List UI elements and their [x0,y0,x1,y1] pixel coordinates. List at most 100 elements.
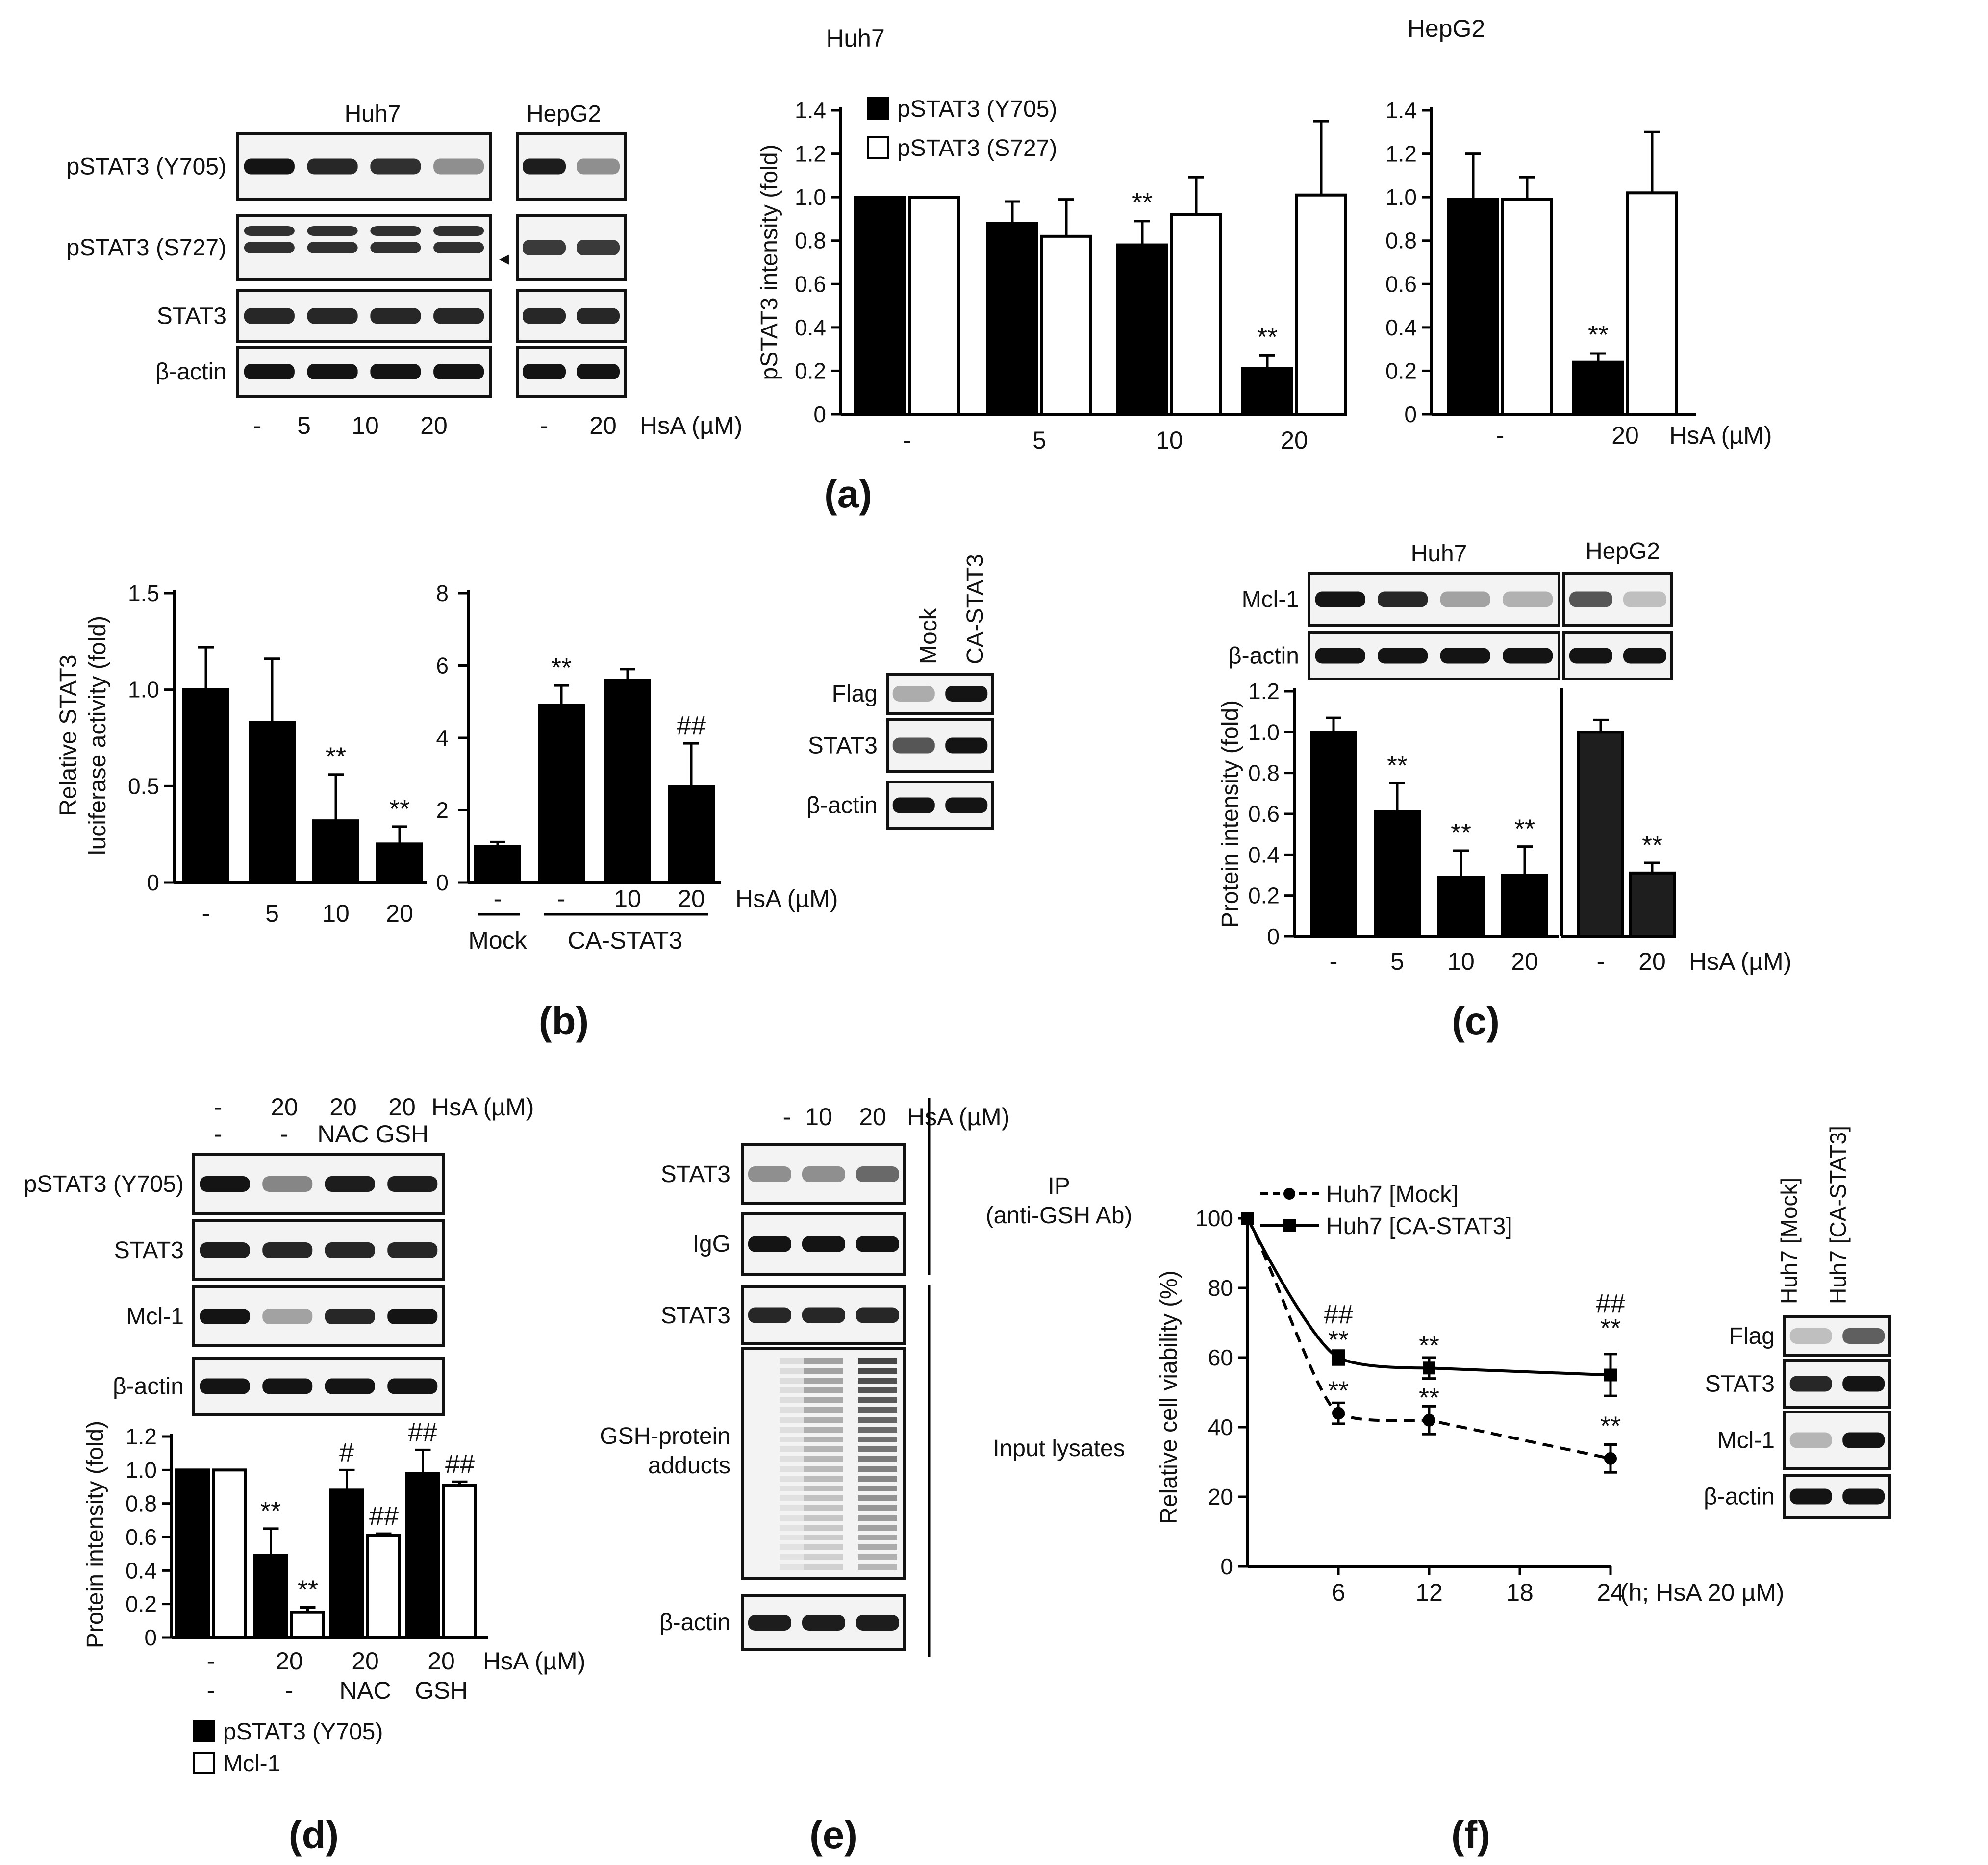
0-y-tick-label: 0.2 [795,358,826,383]
chart-d-x-tick-label: 20 [428,1647,455,1675]
1-y-tick-label: 0.8 [1385,228,1417,253]
bar-mcl1-hepg2 [1629,871,1676,938]
blot-e-adduct-smear [858,1544,897,1550]
blot-b-band [892,737,935,754]
blot-d-band [262,1378,313,1394]
blot-d-band [387,1378,438,1394]
bar-luciferase [182,688,229,884]
chart-f-x-tick-label: 6 [1332,1579,1345,1606]
blot-e-adduct-smear [804,1486,843,1491]
blot-a-band [577,158,620,175]
blot-e-adduct-smear [858,1446,897,1452]
blot-d-lane-label-2: - [214,1120,223,1148]
panel-letter-d: (d) [289,1813,339,1857]
blot-d-band [387,1176,438,1192]
legend-label-mock: Huh7 [Mock] [1326,1182,1458,1208]
chart-d-x-tick-label-2: - [285,1677,294,1704]
blot-a-hepg2-title: HepG2 [527,101,601,127]
bar-mcl1-huh7 [1501,874,1548,938]
bar-d-pstat3 [405,1472,440,1639]
blot-e-adduct-smear [858,1505,897,1511]
chart-f-x-tick-label: 12 [1415,1579,1443,1606]
blot-a-huh7-title: Huh7 [345,101,401,127]
bar-d-mcl1 [212,1468,247,1639]
legend-swatch-d-pstat3 [193,1720,215,1742]
blot-e-adduct-smear [804,1387,843,1393]
blot-e-row-label: β-actin [659,1610,730,1636]
blot-a-band [244,308,295,324]
blot-a-band [370,242,421,253]
1-y-tick-label: 0.4 [1385,315,1417,340]
blot-d-lane-label-2: - [280,1120,289,1148]
chart-d-x-tick-label: 20 [352,1647,379,1675]
blot-c-band [1378,648,1428,664]
chart-c-x-tick-label: 20 [1511,948,1538,975]
bar-luciferase [249,721,296,884]
significance-mark: ## [445,1449,475,1479]
chart-b-y-label: Relative STAT3 [55,655,81,816]
1-y-tick-label: 0 [1404,402,1417,427]
legend-label-s727: pSTAT3 (S727) [897,135,1057,161]
6-y-tick-label: 0.8 [126,1491,157,1516]
bar-pstat3-s727 [1295,193,1347,416]
blot-f-lane-label: Huh7 [Mock] [1776,1178,1802,1304]
blot-e-adduct-smear [804,1544,843,1550]
blot-e-row-label: GSH-protein [600,1423,730,1449]
legend-swatch-y705 [867,97,889,120]
7-y-tick-label: 80 [1208,1275,1233,1301]
7-y-tick-label: 40 [1208,1414,1233,1440]
chart-b2-x-tick-label: - [494,885,502,912]
6-y-tick-label: 1.0 [126,1457,157,1483]
blot-c-row-label: Mcl-1 [1242,587,1299,613]
bar-d-mcl1 [442,1484,477,1639]
3-y-tick-label: 8 [436,580,449,606]
panel-letter-c: (c) [1452,999,1500,1043]
blot-c-band [1315,648,1365,664]
blot-e-lane-label: 20 [859,1103,886,1131]
blot-e-adduct-smear [804,1446,843,1452]
blot-e-adduct-smear [804,1407,843,1413]
blot-d-band [200,1242,250,1258]
blot-a-band [577,364,620,379]
blot-b-band [945,737,988,754]
blot-f-band [1789,1432,1832,1448]
4-y-tick-label: 1.0 [1248,719,1280,745]
chart-c-x-tick-label: - [1330,948,1338,975]
blot-f-band [1842,1376,1885,1392]
blot-a-band [370,364,421,379]
chart-c-x-tick-label: 10 [1447,948,1475,975]
marker-huh7-mock [1604,1452,1617,1465]
blot-a-band [523,158,566,175]
legend-marker-mock [1283,1188,1295,1200]
chart-b2-x-tick-label: - [557,885,566,912]
significance-mark: ** [298,1575,318,1605]
blot-d-band [325,1242,375,1258]
marker-huh7-ca-stat3 [1241,1212,1254,1225]
blot-a-row-label: STAT3 [157,303,226,329]
marker-huh7-ca-stat3 [1423,1361,1435,1375]
7-y-tick-label: 20 [1208,1484,1233,1510]
blot-e-band [856,1615,899,1631]
blot-d-row-label: β-actin [113,1374,184,1400]
blot-a-band [577,308,620,324]
blot-d-lane-label-1: 20 [329,1093,357,1121]
significance-mark: ** [389,794,410,824]
bar-d-pstat3 [175,1468,210,1639]
blot-d-unit: HsA (µM) [431,1093,534,1121]
2-y-tick-label: 0 [147,870,159,895]
blot-d-band [200,1176,250,1192]
blot-e-lane-label: - [783,1103,791,1131]
blot-c-band [1569,591,1612,607]
bar-pstat3-s727 [1501,198,1553,416]
blot-e-adduct-smear [858,1378,897,1384]
legend-label-d-mcl1: Mcl-1 [223,1751,280,1777]
1-y-tick-label: 0.2 [1385,358,1417,383]
marker-huh7-mock [1332,1407,1345,1420]
0-y-tick-label: 0.6 [795,271,826,297]
4-y-tick-label: 0.4 [1248,842,1280,867]
4-y-tick-label: 0.8 [1248,760,1280,786]
panel-letter-b: (b) [539,999,589,1043]
chart-a-hepg2-x-tick-label: 20 [1611,422,1639,449]
bar-d-mcl1 [366,1534,401,1639]
panel-letter-a: (a) [824,472,872,516]
